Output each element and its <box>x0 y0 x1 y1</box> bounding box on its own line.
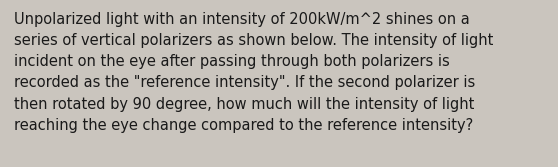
Text: Unpolarized light with an intensity of 200kW/m^2 shines on a
series of vertical : Unpolarized light with an intensity of 2… <box>14 12 493 133</box>
